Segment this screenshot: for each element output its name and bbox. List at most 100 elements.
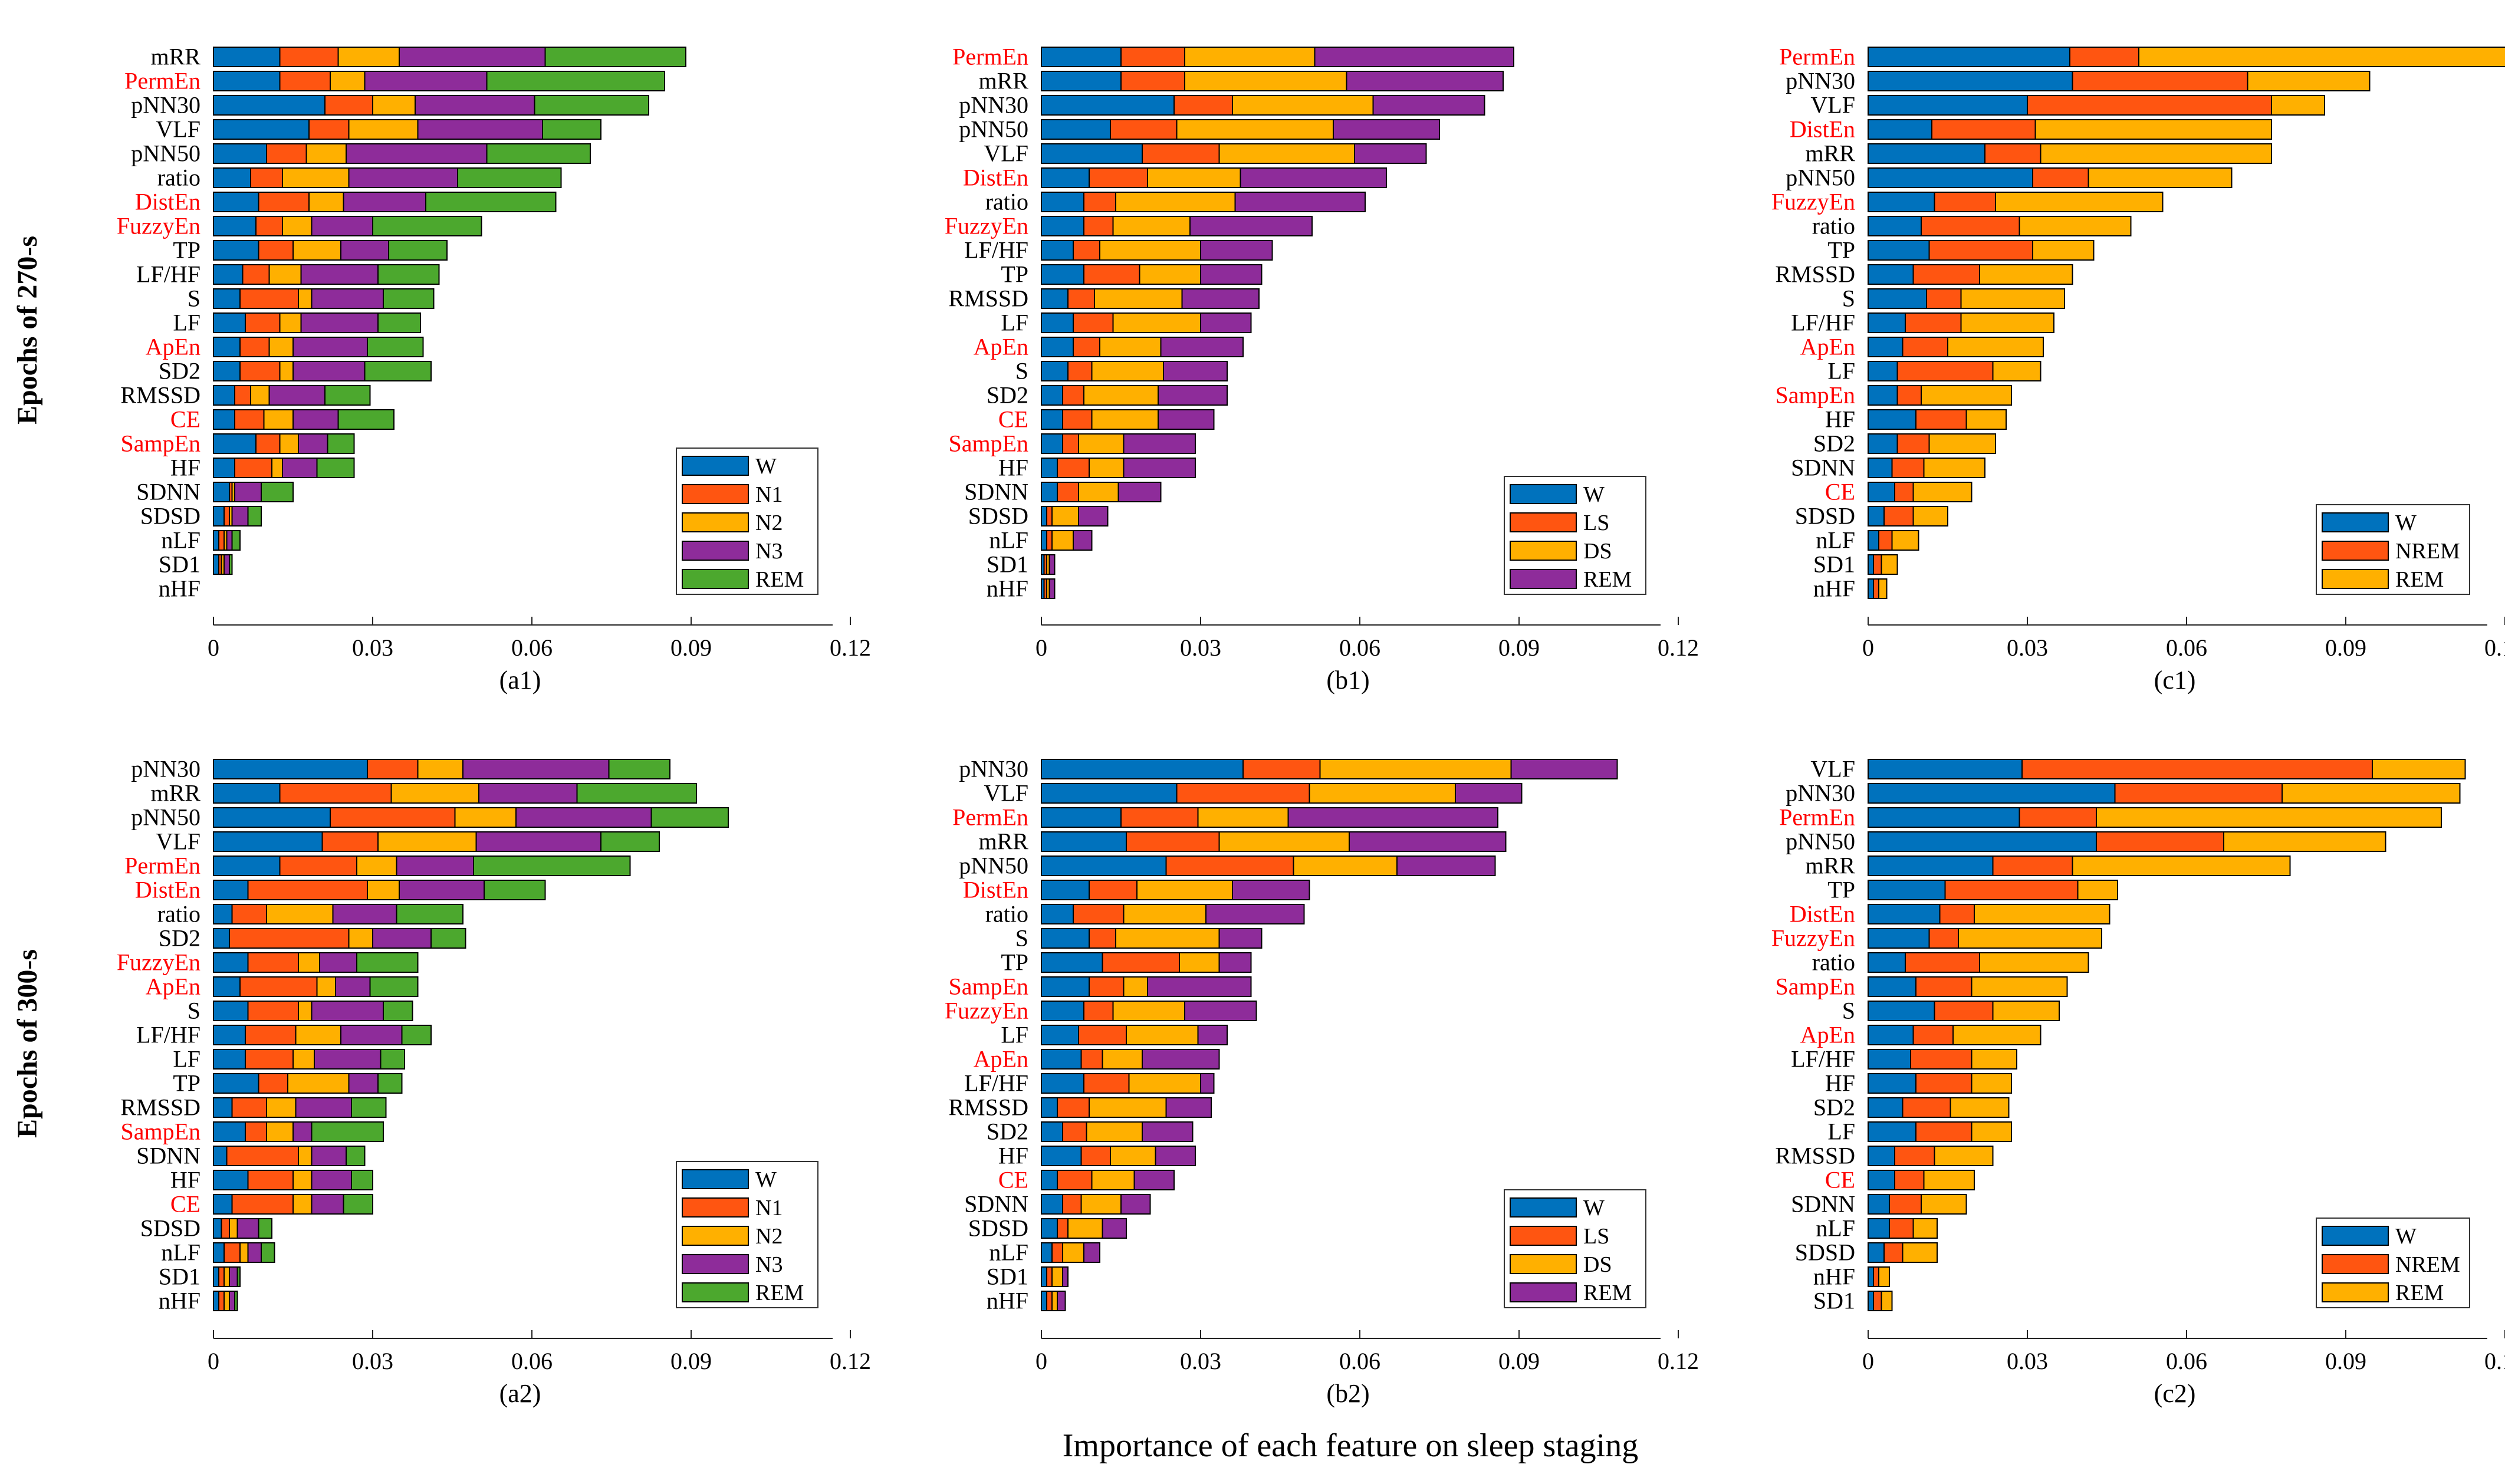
feature-label-a2-12: LF: [173, 1046, 200, 1072]
bar-a1-14-n3: [268, 385, 326, 406]
bar-a1-8-n1: [258, 240, 294, 261]
row-label-300: Epochs of 300-s: [12, 949, 43, 1138]
bar-c1-6-rem: [1995, 192, 2164, 212]
bar-a1-15-w: [213, 409, 235, 430]
bar-a1-1-rem: [486, 71, 665, 91]
bar-b2-17-rem: [1133, 1170, 1175, 1190]
bar-a2-6-w: [213, 904, 233, 924]
bar-a1-16-n1: [255, 433, 281, 454]
feature-label-a1-0: mRR: [151, 44, 201, 70]
bar-c1-0-w: [1868, 47, 2070, 67]
bar-c2-3-rem: [2223, 831, 2386, 852]
legend-swatch-a2-n2: [682, 1226, 749, 1246]
bar-a1-15-rem: [337, 409, 395, 430]
bar-a2-19-rem: [258, 1218, 272, 1239]
bar-b1-1-w: [1041, 71, 1122, 91]
legend-swatch-b1-ds: [1510, 541, 1577, 561]
bar-b2-17-w: [1041, 1170, 1058, 1190]
x-tick-label-a2-2: 0.06: [511, 1348, 553, 1374]
bar-c2-9-w: [1868, 976, 1916, 997]
bar-b2-13-ds: [1128, 1073, 1201, 1094]
bar-a2-15-n3: [292, 1121, 313, 1142]
bar-b1-10-w: [1041, 288, 1069, 309]
legend-swatch-a2-n1: [682, 1197, 749, 1218]
bar-a2-4-n3: [396, 855, 474, 876]
legend-label-a2-rem: REM: [755, 1281, 804, 1305]
bar-c2-16-w: [1868, 1146, 1895, 1166]
bar-b2-12-w: [1041, 1049, 1082, 1070]
x-tick-label-b2-1: 0.03: [1180, 1348, 1221, 1374]
bar-b2-3-ds: [1218, 831, 1350, 852]
bar-a1-7-rem: [372, 216, 482, 236]
bar-b2-8-rem: [1218, 952, 1252, 973]
bar-b1-13-rem: [1163, 361, 1228, 381]
legend-label-a2-n1: N1: [755, 1196, 783, 1220]
bar-a1-2-w: [213, 95, 326, 116]
bar-a2-1-n2: [390, 783, 479, 804]
bar-a1-1-n1: [279, 71, 331, 91]
feature-label-c2-16: RMSSD: [1775, 1143, 1855, 1169]
bar-a2-16-n3: [311, 1146, 347, 1166]
feature-label-c1-7: ratio: [1812, 213, 1855, 239]
bar-b2-18-ds: [1080, 1194, 1122, 1215]
bar-c2-12-rem: [1971, 1049, 2017, 1070]
bar-c1-11-rem: [1960, 312, 2054, 333]
bar-b1-10-ls: [1067, 288, 1095, 309]
bar-a2-2-n3: [515, 807, 652, 828]
bar-a1-20-n3: [226, 530, 233, 551]
bar-a2-9-rem: [369, 976, 419, 997]
bar-a1-13-rem: [364, 361, 432, 381]
legend-swatch-a2-w: [682, 1169, 749, 1189]
bar-a2-21-n2: [223, 1266, 230, 1287]
bar-a1-5-rem: [457, 167, 562, 188]
bar-a1-12-n3: [292, 337, 368, 357]
chart-panel-a2: pNN30mRRpNN50VLFPermEnDistEnratioSD2Fuzz…: [117, 756, 871, 1409]
bar-a1-8-rem: [388, 240, 448, 261]
bar-a1-7-n1: [255, 216, 283, 236]
bar-a1-0-n2: [337, 47, 400, 67]
feature-label-c2-20: SDSD: [1795, 1239, 1855, 1266]
feature-label-a2-21: SD1: [159, 1263, 200, 1290]
bar-a2-1-n1: [279, 783, 392, 804]
bar-b2-0-ls: [1242, 759, 1321, 779]
bar-b1-8-rem: [1200, 240, 1273, 261]
feature-label-c1-2: VLF: [1810, 92, 1855, 119]
bar-a2-20-n1: [223, 1242, 241, 1263]
bar-b2-11-w: [1041, 1025, 1079, 1045]
bar-b1-19-ds: [1051, 506, 1079, 527]
x-tick-label-a2-3: 0.09: [670, 1348, 712, 1374]
subtitle-b1: (b1): [1326, 666, 1369, 695]
bar-c1-6-w: [1868, 192, 1935, 212]
bar-a1-4-w: [213, 143, 267, 164]
bar-a1-5-n3: [348, 167, 458, 188]
bar-b1-15-ls: [1062, 409, 1093, 430]
bar-b2-12-ls: [1080, 1049, 1103, 1070]
bar-c2-22-rem: [1881, 1291, 1893, 1311]
bar-b1-18-rem: [1117, 482, 1162, 502]
bar-a1-3-rem: [542, 119, 601, 140]
bar-b2-8-ls: [1102, 952, 1180, 973]
bar-c1-15-w: [1868, 409, 1916, 430]
bar-b1-4-ds: [1218, 143, 1355, 164]
feature-label-b2-21: SD1: [987, 1263, 1028, 1290]
bar-a1-0-rem: [544, 47, 686, 67]
bar-c2-10-rem: [1992, 1001, 2060, 1021]
bar-b2-9-w: [1041, 976, 1090, 997]
bar-a2-6-n2: [266, 904, 334, 924]
bar-b2-17-ls: [1057, 1170, 1093, 1190]
bar-a1-8-n3: [340, 240, 389, 261]
bar-a2-7-rem: [430, 928, 466, 949]
bar-b2-16-w: [1041, 1146, 1082, 1166]
bar-a2-8-rem: [356, 952, 419, 973]
bar-a1-0-n1: [279, 47, 339, 67]
bar-a2-12-n1: [245, 1049, 294, 1070]
bar-b2-5-ds: [1136, 880, 1233, 900]
feature-label-b1-11: LF: [1001, 310, 1028, 336]
bar-b1-7-ls: [1083, 216, 1114, 236]
bar-c2-18-w: [1868, 1194, 1890, 1215]
feature-label-a1-2: pNN30: [131, 92, 200, 119]
bar-a2-19-n3: [236, 1218, 259, 1239]
bar-b1-2-w: [1041, 95, 1175, 116]
bar-a2-6-rem: [396, 904, 463, 924]
x-tick-label-c2-0: 0: [1862, 1348, 1874, 1374]
